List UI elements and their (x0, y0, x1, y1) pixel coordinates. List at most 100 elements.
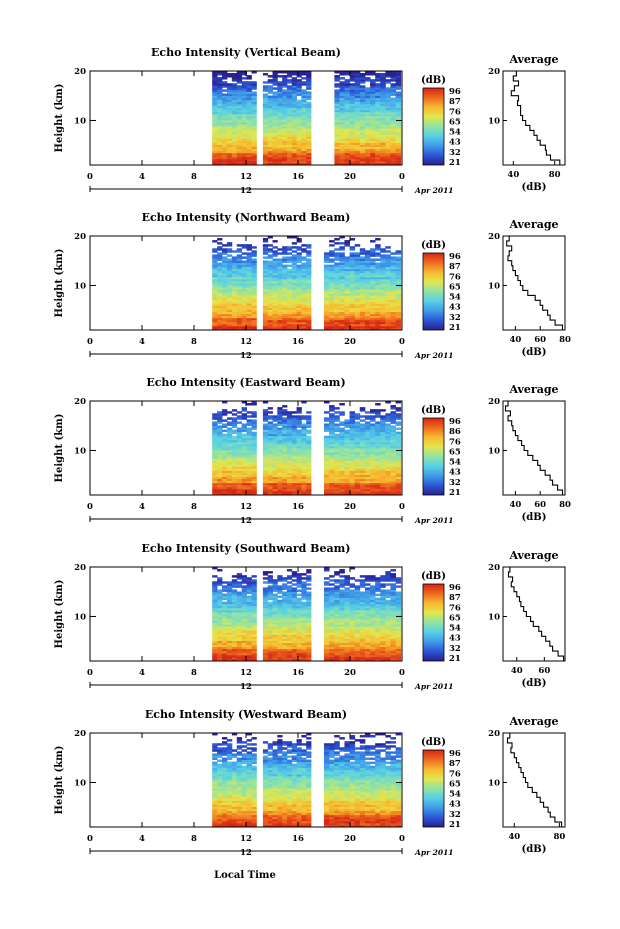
heatmap-cell (301, 120, 307, 123)
heatmap-cell (222, 632, 228, 635)
heatmap-cell (385, 111, 391, 115)
heatmap-cell (375, 134, 381, 137)
heatmap-cell (296, 597, 302, 601)
heatmap-cell (364, 433, 371, 437)
heatmap-cell (354, 148, 361, 152)
heatmap-cell (251, 107, 257, 111)
heatmap-cell (349, 323, 356, 327)
heatmap-cell (282, 295, 288, 298)
heatmap-cell (334, 120, 340, 123)
heatmap-cell (226, 313, 233, 317)
heatmap-cell (354, 466, 361, 469)
heatmap-cell (251, 266, 257, 270)
heatmap-cell (222, 311, 228, 315)
heatmap-cell (212, 431, 218, 435)
heatmap-cell (246, 285, 252, 288)
heatmap-cell (301, 642, 307, 646)
heatmap-cell (267, 272, 273, 276)
heatmap-cell (291, 325, 297, 329)
heatmap-cell (262, 478, 269, 482)
heatmap-cell (212, 650, 218, 654)
heatmap-cell (236, 478, 243, 482)
heatmap-cell (301, 158, 307, 162)
heatmap-cell (339, 130, 345, 133)
heatmap-cell (395, 250, 402, 253)
heatmap-cell (339, 429, 345, 433)
heatmap-cell (349, 97, 356, 101)
heatmap-cell (334, 443, 340, 447)
heatmap-cell (334, 268, 340, 272)
heatmap-cell (277, 87, 283, 90)
heatmap-cell (364, 317, 371, 321)
heatmap-cell (339, 470, 345, 473)
heatmap-cell (246, 634, 252, 637)
heatmap-cell (241, 486, 247, 490)
heatmap-cell (375, 303, 381, 306)
heatmap-cell (272, 593, 278, 597)
heatmap-cell (370, 71, 376, 74)
heatmap-cell (282, 323, 288, 327)
heatmap-cell (286, 605, 293, 609)
heatmap-cell (226, 93, 233, 96)
heatmap-cell (217, 569, 223, 572)
heatmap-cell (262, 605, 269, 609)
heatmap-cell (286, 280, 293, 284)
heatmap-cell (354, 450, 361, 453)
heatmap-cell (272, 587, 278, 590)
heatmap-cell (306, 285, 312, 288)
heatmap-cell (246, 105, 252, 109)
heatmap-cell (301, 325, 307, 329)
heatmap-cell (354, 433, 361, 437)
heatmap-cell (282, 622, 288, 625)
heatmap-cell (251, 474, 257, 478)
heatmap-cell (286, 128, 293, 131)
heatmap-cell (226, 242, 233, 245)
heatmap-cell (286, 311, 293, 315)
heatmap-cell (395, 490, 402, 494)
heatmap-cell (231, 478, 238, 482)
heatmap-cell (251, 423, 257, 426)
heatmap-cell (291, 321, 297, 325)
heatmap-cell (354, 146, 361, 150)
heatmap-cell (390, 411, 396, 414)
heatmap-cell (222, 425, 228, 428)
heatmap-cell (241, 299, 247, 302)
heatmap-cell (306, 628, 312, 631)
heatmap-cell (291, 435, 297, 439)
heatmap-cell (231, 313, 238, 317)
heatmap-cell (286, 321, 293, 325)
heatmap-cell (286, 325, 293, 329)
heatmap-cell (272, 423, 278, 426)
heatmap-cell (306, 138, 312, 141)
heatmap-cell (277, 622, 283, 625)
heatmap-cell (241, 91, 247, 94)
heatmap-cell (286, 126, 293, 129)
heatmap-cell (267, 644, 273, 648)
heatmap-cell (226, 445, 233, 449)
heatmap-cell (241, 246, 247, 249)
heatmap-cell (251, 441, 257, 445)
heatmap-cell (390, 429, 396, 433)
heatmap-cell (246, 120, 252, 123)
heatmap-cell (334, 101, 340, 105)
heatmap-cell (217, 482, 223, 486)
heatmap-cell (301, 607, 307, 611)
heatmap-cell (272, 87, 278, 90)
heatmap-cell (375, 415, 381, 418)
heatmap-cell (236, 118, 243, 121)
heatmap-cell (262, 270, 269, 274)
heatmap-cell (282, 488, 288, 492)
heatmap-cell (370, 450, 376, 453)
heatmap-cell (286, 291, 293, 294)
heatmap-cell (272, 620, 278, 623)
heatmap-cell (359, 448, 366, 451)
heatmap-cell (291, 597, 297, 601)
heatmap-cell (282, 132, 288, 135)
heatmap-cell (375, 325, 381, 329)
heatmap-cell (359, 258, 366, 261)
heatmap-cell (296, 154, 302, 158)
heatmap-cell (246, 599, 252, 603)
heatmap-cell (272, 618, 278, 621)
heatmap-cell (236, 289, 243, 292)
heatmap-cell (339, 443, 345, 447)
